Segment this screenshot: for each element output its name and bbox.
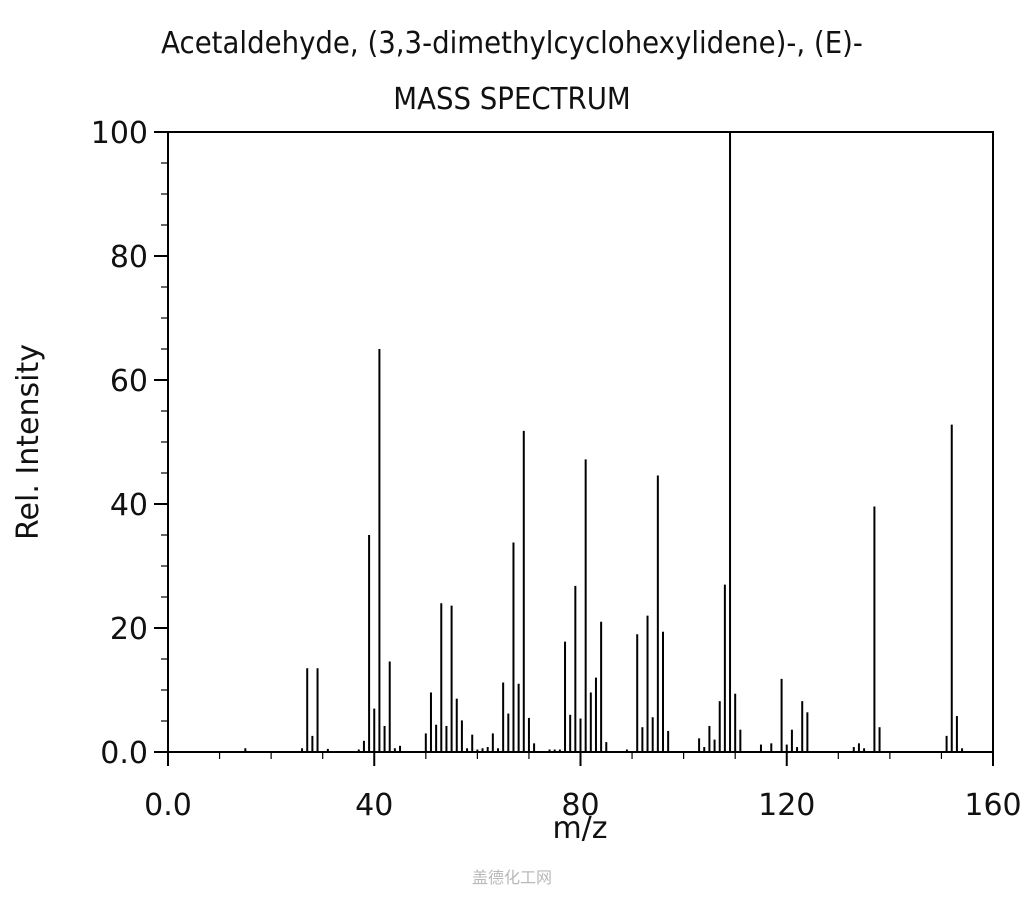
plot-frame: [167, 131, 994, 753]
peaks-layer: [244, 132, 964, 752]
y-tick-label-60: 60: [110, 364, 148, 399]
x-tick-label-160: 160: [964, 788, 1021, 823]
y-tick-label-20: 20: [110, 612, 148, 647]
x-tick-label-120: 120: [758, 788, 815, 823]
y-axis-label: Rel. Intensity: [11, 344, 46, 540]
y-tick-label-100: 100: [91, 116, 148, 151]
tick-labels-layer: 0.0 40 80 120 160 0.0 20 40 60 80 100: [91, 116, 1022, 823]
x-tick-label-0: 0.0: [144, 788, 192, 823]
ticks-layer: [154, 131, 994, 766]
watermark: 盖德化工网: [471, 868, 552, 887]
chart-title: Acetaldehyde, (3,3-dimethylcyclohexylide…: [161, 26, 863, 61]
x-axis-label: m/z: [552, 811, 607, 846]
y-tick-label-0: 0.0: [100, 736, 148, 771]
x-tick-label-80: 80: [561, 788, 599, 823]
x-tick-label-40: 40: [355, 788, 393, 823]
chart-subtitle: MASS SPECTRUM: [393, 82, 631, 117]
y-tick-label-40: 40: [110, 488, 148, 523]
y-tick-label-80: 80: [110, 240, 148, 275]
